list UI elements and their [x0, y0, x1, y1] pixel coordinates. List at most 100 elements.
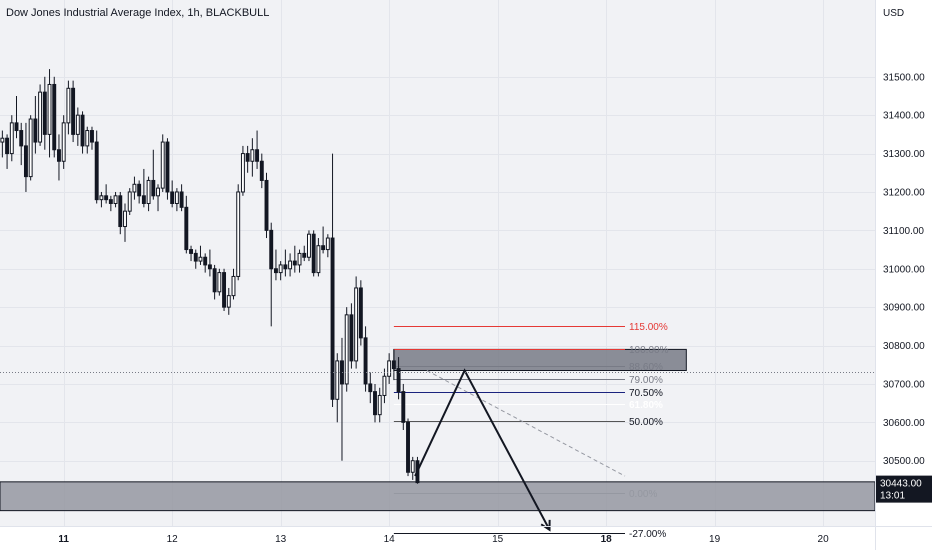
candle-body	[368, 383, 373, 393]
candle	[283, 249, 288, 277]
candle	[146, 176, 151, 212]
candle	[273, 249, 278, 281]
candle	[132, 176, 137, 200]
plot-area	[0, 0, 875, 526]
candle-body	[292, 260, 297, 266]
candle-body	[273, 268, 278, 274]
candle	[401, 383, 406, 431]
candle-body	[240, 153, 245, 193]
candle	[396, 357, 401, 400]
candle-body	[203, 256, 208, 266]
candle	[52, 76, 57, 158]
candle	[66, 80, 71, 135]
candles	[0, 69, 420, 484]
candle	[5, 134, 10, 169]
candle	[123, 203, 127, 242]
candle	[387, 353, 392, 384]
candle-body	[401, 391, 406, 423]
fib-level-label: 100.00%	[629, 345, 669, 356]
candle-body	[170, 191, 175, 204]
candle	[292, 245, 297, 273]
candle-body	[189, 249, 193, 254]
candle-body	[52, 83, 57, 151]
candle-body	[325, 237, 330, 251]
y-tick-label: 31500.00	[883, 72, 925, 83]
candle	[344, 307, 349, 392]
last-price-value: 30443.00	[880, 479, 922, 490]
fib-level-label: 61.80%	[629, 400, 663, 411]
candle-body	[340, 360, 344, 385]
candle	[61, 115, 66, 169]
candle-body	[335, 360, 340, 400]
candle	[90, 126, 94, 150]
candle	[335, 353, 340, 423]
candle	[104, 184, 109, 204]
candle-body	[19, 130, 24, 147]
candle-body	[151, 179, 156, 197]
candle	[71, 80, 76, 143]
dashed-trend-line	[426, 370, 626, 477]
candle-body	[80, 114, 85, 147]
candle	[9, 115, 14, 162]
candle-body	[165, 141, 170, 193]
candle-body	[179, 191, 184, 208]
candle	[321, 226, 326, 254]
candle-body	[132, 183, 137, 193]
candle-body	[311, 233, 316, 274]
candle-body	[104, 195, 109, 201]
candle-body	[61, 122, 66, 162]
candle	[174, 188, 179, 212]
candle	[269, 222, 274, 327]
candle-body	[255, 149, 260, 162]
candle-body	[349, 314, 354, 362]
candle-body	[297, 252, 302, 266]
candle-body	[373, 391, 377, 416]
candle-body	[90, 130, 94, 143]
candle-body	[358, 287, 363, 339]
candle	[47, 69, 52, 158]
candle-body	[212, 268, 217, 293]
candle	[14, 95, 19, 139]
candle-body	[75, 114, 80, 135]
candle	[127, 188, 132, 216]
candle	[236, 184, 241, 281]
fib-level-label: 79.00%	[629, 375, 663, 386]
y-tick-label: 30800.00	[883, 341, 925, 352]
candle	[203, 253, 208, 273]
candle-body	[184, 206, 189, 251]
candle	[340, 337, 344, 461]
last-price-tag: 30443.00 13:01	[876, 475, 932, 503]
candle-body	[160, 141, 165, 189]
candle-body	[174, 191, 179, 204]
zone-layer	[0, 348, 876, 512]
grid	[0, 0, 875, 526]
candle-body	[278, 264, 283, 274]
fib-level-label: -27.00%	[629, 529, 666, 540]
candle	[250, 138, 255, 177]
candle	[311, 230, 316, 277]
x-tick-label: 18	[601, 534, 613, 545]
candle	[170, 180, 175, 208]
candle-body	[245, 153, 250, 162]
candle	[28, 115, 33, 181]
fib-level-label: 70.50%	[629, 388, 663, 399]
candle-body	[217, 272, 222, 293]
candle-body	[288, 260, 293, 270]
candle-body	[198, 256, 203, 262]
candle	[382, 368, 387, 404]
candle	[212, 264, 217, 300]
candle	[358, 280, 363, 346]
y-tick-label: 30900.00	[883, 303, 925, 314]
candle	[19, 122, 24, 166]
y-tick-label: 31200.00	[883, 187, 925, 198]
candle	[184, 195, 189, 254]
candle	[189, 245, 193, 262]
candle-body	[410, 460, 415, 473]
candle	[288, 253, 293, 277]
candle	[85, 126, 90, 154]
candle-body	[387, 360, 392, 377]
candle	[99, 191, 104, 208]
candle-body	[302, 252, 307, 258]
y-tick-label: 31300.00	[883, 149, 925, 160]
